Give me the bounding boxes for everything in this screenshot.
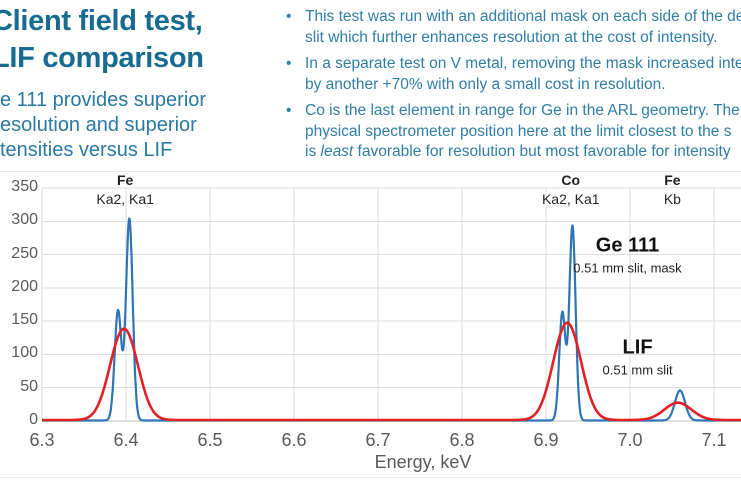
- ge111-curve: [41, 217, 741, 422]
- bullet-line: slit which further enhances resolution a…: [305, 28, 718, 46]
- bullet-line: by another +70% with only a small cost i…: [305, 75, 666, 93]
- bullet-list: • This test was run with an additional m…: [286, 7, 741, 169]
- subtitle-line: tensities versus LIF: [0, 139, 173, 161]
- bullet-line-post: favorable for resolution but most favora…: [353, 143, 731, 160]
- divider-line-bottom: [0, 477, 741, 478]
- title-line-2: LIF comparison: [0, 42, 204, 74]
- bullet-line: In a separate test on V metal, removing …: [305, 55, 741, 72]
- slide-title: Client field test, LIF comparison: [0, 3, 204, 77]
- bullet-item: • This test was run with an additional m…: [286, 7, 741, 48]
- bullet-text: This test was run with an additional mas…: [305, 7, 741, 48]
- bullet-text: In a separate test on V metal, removing …: [305, 54, 741, 95]
- bullet-marker-icon: •: [286, 8, 292, 25]
- bullet-line: Co is the last element in range for Ge i…: [305, 102, 740, 119]
- subtitle-line: esolution and superior: [0, 114, 197, 136]
- bullet-line-italic: least: [320, 143, 354, 160]
- divider-line-top: [0, 171, 741, 172]
- bullet-line: physical spectrometer position here at t…: [305, 122, 732, 140]
- bullet-marker-icon: •: [286, 55, 292, 72]
- title-line-1: Client field test,: [0, 5, 203, 37]
- bullet-item: • Co is the last element in range for Ge…: [286, 101, 741, 163]
- bullet-text: Co is the last element in range for Ge i…: [305, 101, 740, 163]
- bullet-marker-icon: •: [286, 102, 292, 119]
- slide-subtitle: e 111 provides superior esolution and su…: [0, 88, 206, 163]
- lif-curve: [41, 321, 741, 422]
- bullet-line: This test was run with an additional mas…: [305, 8, 741, 25]
- bullet-line: is least favorable for resolution but mo…: [305, 142, 740, 163]
- bullet-line-pre: is: [305, 143, 321, 160]
- subtitle-line: e 111 provides superior: [0, 89, 207, 111]
- bullet-item: • In a separate test on V metal, removin…: [286, 54, 741, 95]
